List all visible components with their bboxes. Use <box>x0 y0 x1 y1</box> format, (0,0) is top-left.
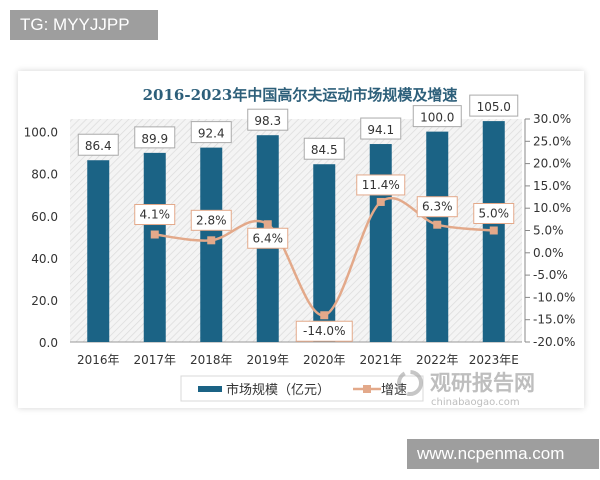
growth-label-box <box>295 320 353 342</box>
growth-label-box <box>473 203 515 224</box>
x-tick: 2021年 <box>359 353 402 367</box>
growth-label-box <box>356 174 406 196</box>
bar <box>143 152 166 342</box>
y-right-tick: 5.0% <box>533 224 564 238</box>
y-right-tick: -15.0% <box>533 313 575 327</box>
bar-label: 94.1 <box>367 123 394 137</box>
bar-label-box <box>134 126 176 149</box>
bar <box>200 147 223 342</box>
legend-bar-swatch <box>198 386 222 392</box>
plot-area <box>70 119 522 342</box>
watermark-top: TG: MYYJJPP <box>10 10 158 40</box>
growth-label-box <box>190 209 232 231</box>
growth-point <box>150 230 159 239</box>
bar <box>426 131 449 342</box>
y-right-tick: -10.0% <box>533 290 575 304</box>
y-right-tick: 25.0% <box>533 134 571 148</box>
bar-label: 89.9 <box>141 132 168 146</box>
y-left-tick: 80.0 <box>31 168 58 182</box>
x-tick: 2020年 <box>303 353 346 367</box>
y-left-tick: 40.0 <box>31 252 58 266</box>
x-tick: 2016年 <box>77 353 120 367</box>
bar-label: 86.4 <box>85 139 112 153</box>
growth-point <box>320 311 329 320</box>
x-tick: 2018年 <box>190 353 233 367</box>
legend-line-label: 增速 <box>381 383 407 398</box>
svg-text:观研报告网: 观研报告网 <box>430 371 535 395</box>
growth-point <box>376 197 385 206</box>
x-tick: 2019年 <box>246 353 289 367</box>
growth-label-box <box>134 204 176 226</box>
growth-label: 5.0% <box>479 207 510 221</box>
x-tick: 2017年 <box>133 353 176 367</box>
y-right-tick: 20.0% <box>533 157 571 171</box>
growth-point <box>263 220 272 229</box>
y-left-tick: 20.0 <box>31 294 58 308</box>
growth-label-box <box>247 227 289 249</box>
y-right-tick: 10.0% <box>533 201 571 215</box>
bar-label: 100.0 <box>420 111 454 125</box>
growth-point <box>489 226 498 235</box>
growth-label: 2.8% <box>196 213 227 227</box>
brand-logo: 观研报告网 chinabaogao.com <box>397 370 535 408</box>
bar-label-box <box>247 108 289 131</box>
bar <box>369 144 392 342</box>
growth-point <box>433 220 442 229</box>
watermark-bottom: www.ncpenma.com <box>407 439 599 469</box>
y-right-tick: -5.0% <box>533 268 568 282</box>
y-left-tick: 0.0 <box>39 336 58 350</box>
growth-label: 6.4% <box>253 231 284 245</box>
bar-label-box <box>303 137 345 160</box>
bar-label: 84.5 <box>311 143 338 157</box>
y-right-tick: 15.0% <box>533 179 571 193</box>
legend: 市场规模（亿元） 增速 <box>180 375 424 402</box>
y-left-tick: 100.0 <box>24 126 58 140</box>
bar-label-box <box>77 133 119 156</box>
growth-label: 6.3% <box>422 200 453 214</box>
bar-label-box <box>190 121 232 144</box>
growth-label: 4.1% <box>140 208 171 222</box>
x-tick: 2023年E <box>469 353 519 367</box>
bar-label-box <box>360 117 402 140</box>
bar-label: 105.0 <box>477 100 511 114</box>
svg-text:chinabaogao.com: chinabaogao.com <box>431 397 520 408</box>
bar-label: 98.3 <box>254 114 281 128</box>
growth-label: -14.0% <box>303 324 345 338</box>
bar-label-box <box>469 94 519 117</box>
growth-point <box>207 236 216 245</box>
y-right-tick: 30.0% <box>533 112 571 126</box>
y-left-tick: 60.0 <box>31 210 58 224</box>
bar <box>87 160 110 342</box>
y-right-tick: 0.0% <box>533 246 564 260</box>
x-tick: 2022年 <box>416 353 459 367</box>
legend-bar-label: 市场规模（亿元） <box>226 382 330 398</box>
y-right-tick: -20.0% <box>533 335 575 349</box>
bar <box>313 164 336 342</box>
bar-label: 92.4 <box>198 127 225 141</box>
bar-label-box <box>412 105 462 128</box>
growth-label: 11.4% <box>362 178 400 192</box>
growth-label-box <box>416 196 458 218</box>
chart-title: 2016-2023年中国高尔夫运动市场规模及增速 <box>143 86 458 104</box>
